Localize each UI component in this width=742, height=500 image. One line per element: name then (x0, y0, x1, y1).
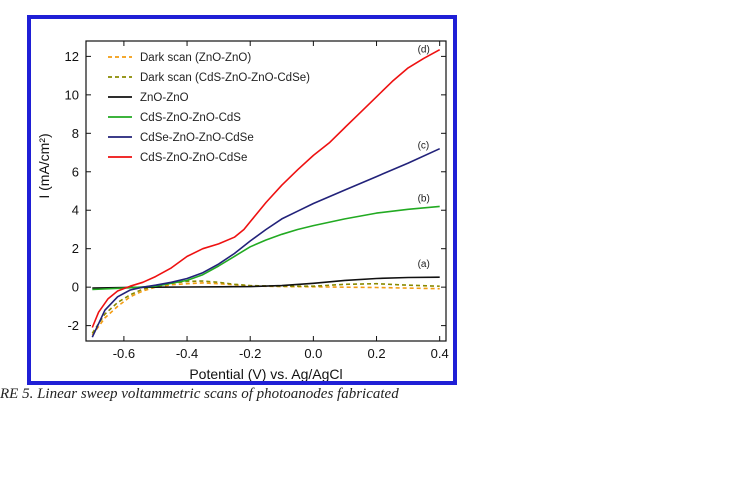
series-line-6 (91, 48, 441, 328)
y-tick-label: 0 (72, 280, 79, 295)
curve-annotation: (c) (418, 141, 430, 152)
series-line-1 (91, 282, 440, 336)
y-tick-label: 2 (72, 241, 79, 256)
curve-annotation: (b) (418, 194, 430, 205)
series-line-4 (92, 205, 440, 291)
x-tick-label: 0.0 (304, 346, 322, 361)
legend-label: CdS-ZnO-ZnO-CdSe (140, 152, 247, 164)
y-tick-label: -2 (67, 318, 79, 333)
chart-frame: -0.6 -0.4 -0.2 0.0 0.2 0.4 -2 0 2 4 6 8 10 12 Potentia… (27, 15, 457, 385)
y-tick-label: 4 (72, 203, 79, 218)
x-tick-label: 0.4 (431, 346, 449, 361)
x-tick-label: -0.2 (239, 346, 261, 361)
y-tick-label: 6 (72, 164, 79, 179)
y-tick-label: 10 (65, 87, 79, 102)
legend-label: Dark scan (ZnO-ZnO) (140, 52, 251, 64)
y-axis-title: I (mA/cm²) (36, 133, 52, 198)
y-tick-label: 8 (72, 126, 79, 141)
legend-label: CdS-ZnO-ZnO-CdS (140, 112, 241, 124)
series-line-5 (91, 147, 441, 338)
legend-label: CdSe-ZnO-ZnO-CdSe (140, 132, 254, 144)
y-tick-label: 12 (65, 49, 79, 64)
curve-annotation: (a) (418, 259, 430, 270)
series-line-2 (91, 280, 440, 334)
x-axis-title: Potential (V) vs. Ag/AgCl (189, 366, 342, 381)
legend-label: Dark scan (CdS-ZnO-ZnO-CdSe) (140, 72, 310, 84)
plot-area-border (85, 40, 447, 342)
legend-label: ZnO-ZnO (140, 92, 189, 104)
x-tick-label: -0.4 (176, 346, 198, 361)
x-tick-label: -0.6 (113, 346, 135, 361)
voltammetry-chart: -0.6 -0.4 -0.2 0.0 0.2 0.4 -2 0 2 4 6 8 10 12 Potentia… (36, 40, 449, 381)
curve-annotation: (d) (418, 45, 430, 56)
figure-caption: RE 5. Linear sweep voltammetric scans of… (0, 386, 399, 402)
x-tick-label: 0.2 (367, 346, 385, 361)
